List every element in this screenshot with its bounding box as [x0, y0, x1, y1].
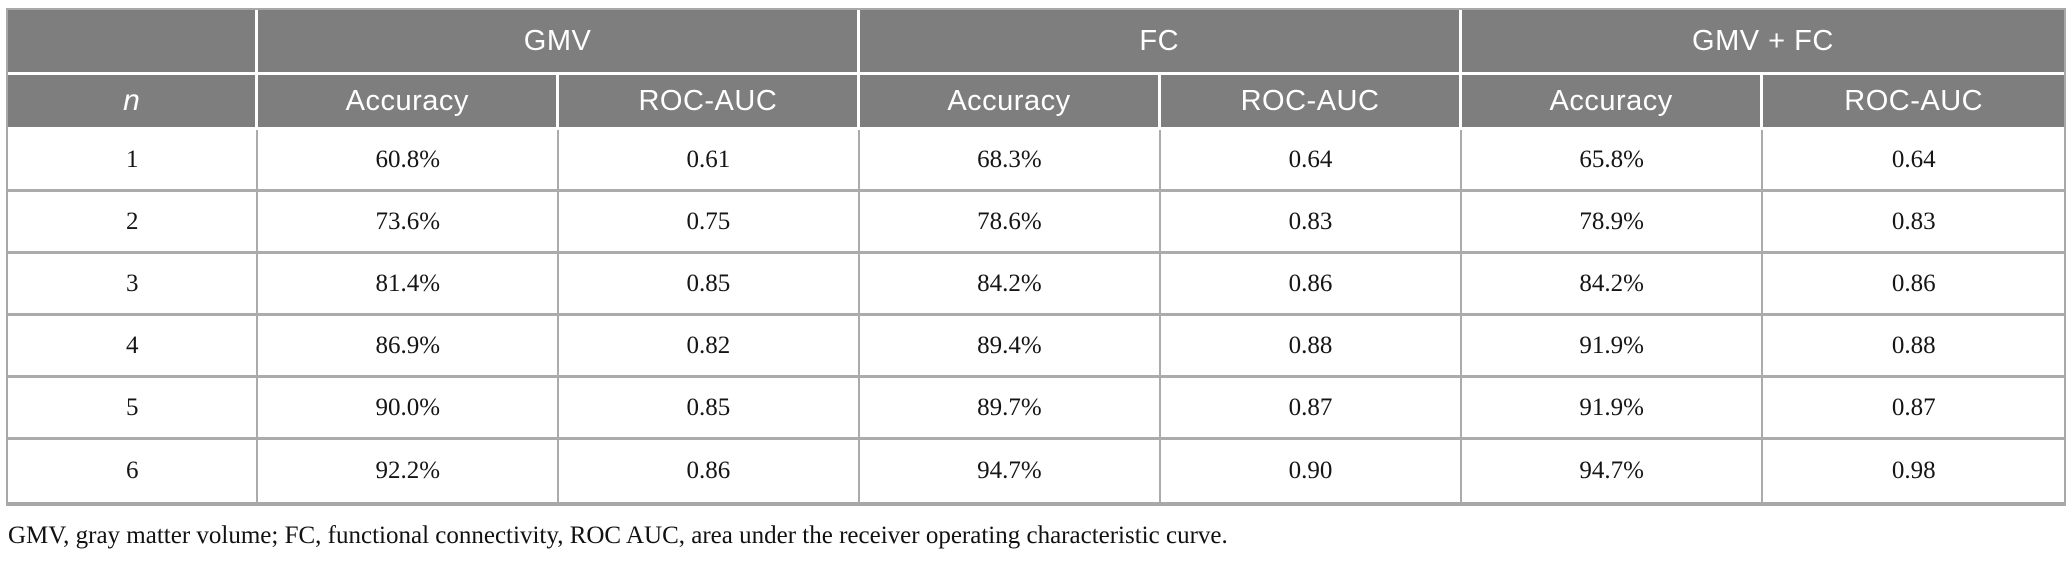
table-cell: 0.85	[559, 378, 860, 440]
table-cell: 92.2%	[258, 440, 560, 502]
table-cell: 78.6%	[859, 192, 1162, 254]
column-header-gmvfc-accuracy: Accuracy	[1461, 75, 1764, 130]
table-cell: 0.85	[559, 254, 860, 316]
table-cell: 89.7%	[859, 378, 1162, 440]
row-n-value: 1	[8, 130, 259, 192]
column-header-n: n	[8, 75, 259, 130]
table-grid: GMV FC GMV + FC n Accuracy ROC-AUC Accur…	[8, 10, 2064, 502]
column-header-fc-accuracy: Accuracy	[859, 75, 1162, 130]
table-cell: 0.83	[1763, 192, 2064, 254]
table-cell: 0.61	[559, 130, 860, 192]
paper-table-figure: GMV FC GMV + FC n Accuracy ROC-AUC Accur…	[6, 8, 2066, 550]
row-n-value: 6	[8, 440, 259, 502]
row-n-value: 5	[8, 378, 259, 440]
table-cell: 78.9%	[1461, 192, 1764, 254]
table-cell: 0.86	[1763, 254, 2064, 316]
table-cell: 65.8%	[1461, 130, 1764, 192]
group-header-gmv: GMV	[258, 10, 860, 75]
table-cell: 0.87	[1763, 378, 2064, 440]
table-cell: 81.4%	[258, 254, 560, 316]
row-n-value: 4	[8, 316, 259, 378]
column-header-gmv-accuracy: Accuracy	[258, 75, 560, 130]
table-cell: 94.7%	[859, 440, 1162, 502]
table-footnote: GMV, gray matter volume; FC, functional …	[8, 522, 1228, 549]
row-n-value: 2	[8, 192, 259, 254]
table-cell: 0.90	[1161, 440, 1462, 502]
table-cell: 84.2%	[859, 254, 1162, 316]
table-cell: 0.98	[1763, 440, 2064, 502]
group-header-gmv-plus-fc: GMV + FC	[1461, 10, 2064, 75]
table-cell: 60.8%	[258, 130, 560, 192]
table-cell: 0.86	[1161, 254, 1462, 316]
table-cell: 0.83	[1161, 192, 1462, 254]
table-cell: 0.64	[1161, 130, 1462, 192]
column-header-gmv-roc-auc: ROC-AUC	[559, 75, 860, 130]
table-cell: 94.7%	[1461, 440, 1764, 502]
table-cell: 0.82	[559, 316, 860, 378]
table-cell: 86.9%	[258, 316, 560, 378]
table-cell: 0.75	[559, 192, 860, 254]
table-cell: 91.9%	[1461, 378, 1764, 440]
table-cell: 0.88	[1161, 316, 1462, 378]
table-cell: 0.64	[1763, 130, 2064, 192]
table-cell: 0.87	[1161, 378, 1462, 440]
group-header-fc: FC	[859, 10, 1462, 75]
table-cell: 0.88	[1763, 316, 2064, 378]
column-header-gmvfc-roc-auc: ROC-AUC	[1763, 75, 2064, 130]
table-cell: 68.3%	[859, 130, 1162, 192]
results-table: GMV FC GMV + FC n Accuracy ROC-AUC Accur…	[6, 8, 2066, 506]
row-n-value: 3	[8, 254, 259, 316]
table-cell: 90.0%	[258, 378, 560, 440]
column-header-fc-roc-auc: ROC-AUC	[1161, 75, 1462, 130]
table-cell: 84.2%	[1461, 254, 1764, 316]
corner-cell	[8, 10, 259, 75]
table-cell: 0.86	[559, 440, 860, 502]
table-cell: 73.6%	[258, 192, 560, 254]
table-cell: 89.4%	[859, 316, 1162, 378]
table-cell: 91.9%	[1461, 316, 1764, 378]
